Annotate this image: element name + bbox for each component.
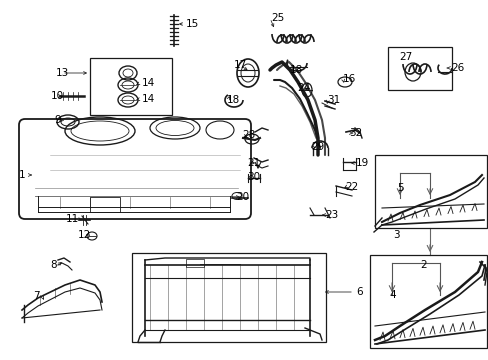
Text: 18: 18 xyxy=(289,65,302,75)
Text: 13: 13 xyxy=(55,68,68,78)
Text: 27: 27 xyxy=(399,52,412,62)
Text: 7: 7 xyxy=(33,291,39,301)
Text: 1: 1 xyxy=(19,170,25,180)
Text: 25: 25 xyxy=(271,13,284,23)
Text: 6: 6 xyxy=(356,287,363,297)
Text: 4: 4 xyxy=(389,290,395,300)
Text: 8: 8 xyxy=(51,260,57,270)
Text: 5: 5 xyxy=(396,183,403,193)
Text: 9: 9 xyxy=(55,115,61,125)
Text: 30: 30 xyxy=(247,172,260,182)
Bar xyxy=(374,155,486,228)
Text: 18: 18 xyxy=(226,95,239,105)
Text: 24: 24 xyxy=(297,83,310,93)
Text: 3: 3 xyxy=(392,230,399,240)
Text: 14: 14 xyxy=(141,94,154,104)
Bar xyxy=(369,255,486,348)
Text: 19: 19 xyxy=(355,158,368,168)
Text: 29: 29 xyxy=(311,142,324,152)
Text: 11: 11 xyxy=(65,214,79,224)
Text: 15: 15 xyxy=(185,19,198,29)
Bar xyxy=(185,259,203,267)
Text: 20: 20 xyxy=(236,192,249,202)
Bar xyxy=(90,58,172,115)
Text: 12: 12 xyxy=(77,230,90,240)
Text: 22: 22 xyxy=(345,182,358,192)
Bar xyxy=(90,197,120,212)
Text: 21: 21 xyxy=(247,158,260,168)
Text: 28: 28 xyxy=(242,130,255,140)
Text: 17: 17 xyxy=(233,60,246,70)
Text: 16: 16 xyxy=(342,74,355,84)
Bar xyxy=(387,47,451,90)
Text: 26: 26 xyxy=(450,63,464,73)
Text: 14: 14 xyxy=(141,78,154,88)
Text: 23: 23 xyxy=(325,210,338,220)
Text: 2: 2 xyxy=(420,260,427,270)
Text: 10: 10 xyxy=(50,91,63,101)
Text: 32: 32 xyxy=(348,128,362,138)
Bar xyxy=(132,253,325,342)
Text: 31: 31 xyxy=(326,95,340,105)
